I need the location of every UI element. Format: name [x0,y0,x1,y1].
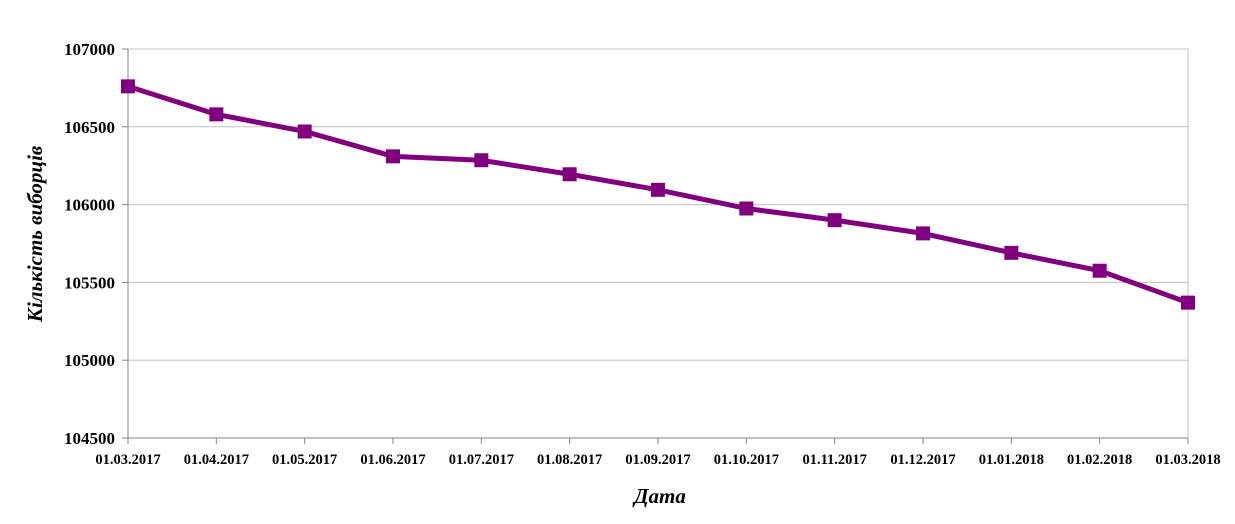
y-axis-ticks: 104500 105000 105500 106000 106500 107000 [64,40,128,448]
data-point [562,167,577,182]
x-tick-label: 01.10.2017 [714,452,779,468]
data-point [827,213,842,228]
y-axis-title: Кількість виборців [23,145,47,323]
y-tick-label: 105500 [64,273,115,292]
data-point [474,153,489,168]
x-tick-label: 01.03.2017 [95,452,160,468]
x-tick-label: 01.04.2017 [184,452,249,468]
y-tick-label: 106000 [64,196,115,215]
x-tick-label: 01.09.2017 [625,452,690,468]
data-point [386,149,400,164]
x-tick-label: 01.03.2018 [1155,452,1220,468]
x-tick-label: 01.06.2017 [360,452,425,468]
data-point [121,79,135,94]
x-tick-label: 01.08.2017 [537,452,602,468]
x-axis-ticks: 01.03.2017 01.04.2017 01.05.2017 01.06.2017… [95,438,1221,468]
x-tick-label: 01.05.2017 [272,452,337,468]
x-tick-label: 01.11.2017 [802,452,866,468]
data-point [1004,245,1019,260]
x-tick-label: 01.07.2017 [449,452,514,468]
data-point [739,201,754,216]
data-point [916,226,930,241]
x-tick-label: 01.02.2018 [1067,452,1132,468]
data-point [1181,295,1195,310]
y-tick-label: 107000 [64,40,115,59]
data-point [651,182,665,197]
series-group [121,79,1195,310]
y-tick-label: 105000 [64,351,115,370]
plot-area [127,48,1189,439]
data-point [1092,263,1107,278]
y-tick-label: 106500 [64,118,115,137]
x-tick-label: 01.01.2018 [979,452,1044,468]
data-point [297,124,312,139]
x-axis-title: Дата [632,484,686,508]
data-point [209,107,224,122]
y-tick-label: 104500 [64,429,115,448]
x-tick-label: 01.12.2017 [890,452,955,468]
